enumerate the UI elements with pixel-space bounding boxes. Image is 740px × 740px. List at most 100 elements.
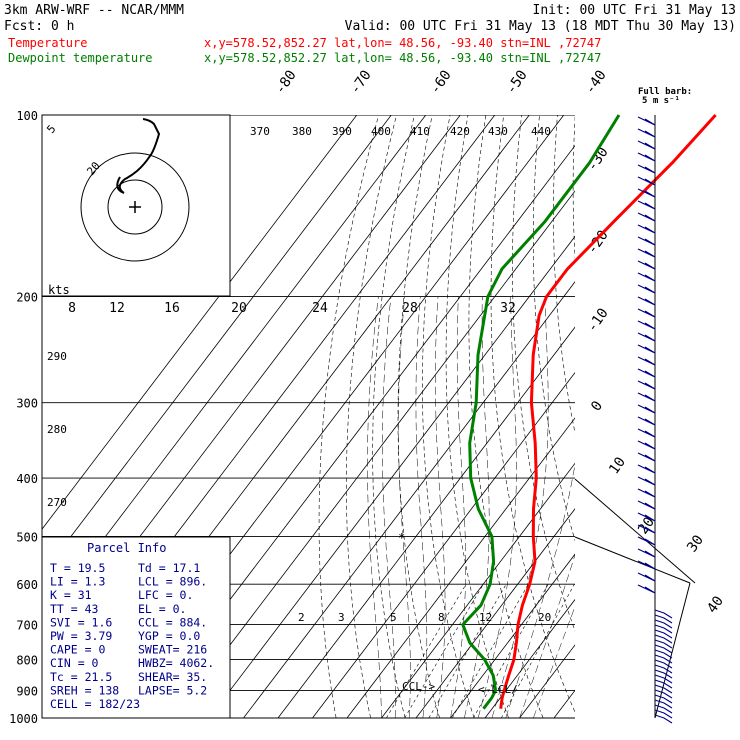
wind-barb	[637, 392, 656, 402]
barb-boundary	[574, 536, 691, 584]
wind-barb	[654, 689, 673, 699]
ccl-annotation: CCL->	[402, 680, 435, 693]
hodograph-ring-label: 20	[231, 301, 247, 316]
wind-barb	[654, 614, 673, 624]
dry-adiabat	[318, 115, 379, 718]
wind-barb	[654, 704, 673, 714]
theta-label: 370	[250, 125, 270, 138]
theta-label: 420	[450, 125, 470, 138]
wind-barb	[637, 260, 656, 270]
init-time: Init: 00 UTC Fri 31 May 13	[533, 3, 737, 18]
pressure-tick-label: 900	[16, 684, 38, 698]
mixing-ratio-label: 5	[390, 611, 397, 624]
parcel-info-left-value: K = 31	[50, 588, 92, 602]
wind-barb	[637, 236, 656, 246]
wind-barb	[637, 476, 656, 486]
parcel-info-right-value: SWEAT= 216	[138, 643, 207, 657]
parcel-info-left-value: CELL = 182/23	[50, 697, 140, 711]
wind-barb	[637, 140, 656, 150]
isotherm-line	[312, 371, 575, 718]
isotherm-line	[381, 462, 575, 718]
parcel-info-right-value: CCL = 884.	[138, 615, 207, 629]
isotherm-label: -70	[347, 67, 375, 97]
parcel-star-marker: *	[398, 531, 405, 545]
dry-adiabat	[647, 115, 740, 718]
parcel-info-left-value: T = 19.5	[50, 561, 105, 575]
hodograph-trace	[116, 118, 161, 194]
wind-barb	[654, 609, 673, 619]
parcel-info-right-value: SHEAR= 35.	[138, 670, 207, 684]
wind-barb	[637, 212, 656, 222]
wind-barb	[637, 584, 656, 594]
dry-adiabat	[718, 115, 740, 718]
hodograph-units-label: kts	[48, 283, 70, 297]
barb-key-line1: Full barb:	[638, 87, 692, 97]
wind-barb	[637, 248, 656, 258]
dry-adiabat	[346, 115, 397, 718]
dewpoint-series-location: x,y=578.52,852.27 lat,lon= 48.56, -93.40…	[204, 51, 601, 65]
wind-barb	[637, 344, 656, 354]
isotherm-label: 0	[588, 398, 606, 414]
isotherm-label: -10	[584, 305, 612, 335]
pressure-tick-label: 1000	[9, 712, 38, 726]
moist-adiabat	[450, 296, 466, 718]
pressure-tick-label: 600	[16, 578, 38, 592]
moist-adiabat	[519, 554, 575, 718]
wind-barb	[637, 368, 656, 378]
moist-adiabat	[533, 605, 575, 718]
wind-barb	[637, 416, 656, 426]
dry-adiabat	[490, 115, 575, 713]
hodograph-origin-mark	[129, 201, 141, 213]
wind-barb	[637, 296, 656, 306]
header-text: 3km ARW-WRF -- NCAR/MMM Init: 00 UTC Fri…	[4, 3, 736, 106]
wind-barb	[654, 619, 673, 629]
wind-barb	[637, 176, 656, 186]
isotherm-line	[42, 115, 358, 530]
dry-adiabat	[372, 115, 415, 718]
moist-adiabat	[505, 463, 575, 718]
wind-barb	[637, 452, 656, 462]
mixing-ratio-line	[501, 584, 575, 718]
wind-barb	[637, 200, 656, 210]
dry-adiabat	[700, 115, 740, 718]
wind-barb	[637, 428, 656, 438]
theta-label: 410	[410, 125, 430, 138]
pressure-tick-label: 200	[16, 291, 38, 305]
wind-barb	[654, 624, 673, 634]
isotherm-line	[208, 235, 575, 718]
wind-barb	[637, 560, 656, 570]
moist-adiabat	[435, 296, 446, 718]
hodograph-frame	[41, 114, 231, 297]
mixing-ratio-label: 12	[479, 611, 492, 624]
parcel-info-left-value: CIN = 0	[50, 656, 99, 670]
isotherm-line	[450, 553, 575, 718]
wind-barb	[637, 548, 656, 558]
wind-barb	[637, 524, 656, 534]
hodograph-ring	[80, 152, 190, 262]
dry-adiabat	[736, 115, 740, 718]
isotherm-line	[484, 598, 575, 718]
isotherm-label: -20	[584, 227, 612, 257]
mixing-ratio-line	[404, 584, 484, 718]
wind-barb	[654, 634, 673, 644]
wind-barb	[637, 500, 656, 510]
wind-barb	[637, 320, 656, 330]
hodograph-ring-label: 24	[312, 301, 328, 316]
hodograph-ring-label: 16	[164, 301, 180, 316]
wind-barb	[637, 404, 656, 414]
parcel-info-right-value: HWBZ= 4062.	[138, 656, 214, 670]
dry-adiabat	[629, 115, 740, 718]
isotherm-line	[415, 508, 575, 718]
wind-barb	[637, 380, 656, 390]
parcel-info-title: Parcel Info	[87, 541, 166, 555]
temperature-profile	[499, 113, 717, 709]
parcel-info-right-value: Td = 17.1	[138, 561, 200, 575]
theta-label: 380	[292, 125, 312, 138]
dry-adiabat	[592, 115, 740, 718]
theta-label: 290	[47, 350, 67, 363]
parcel-info-right-value: LAPSE= 5.2	[138, 683, 207, 697]
temperature-series-location: x,y=578.52,852.27 lat,lon= 48.56, -93.40…	[204, 36, 601, 50]
isotherm-line	[277, 326, 575, 718]
